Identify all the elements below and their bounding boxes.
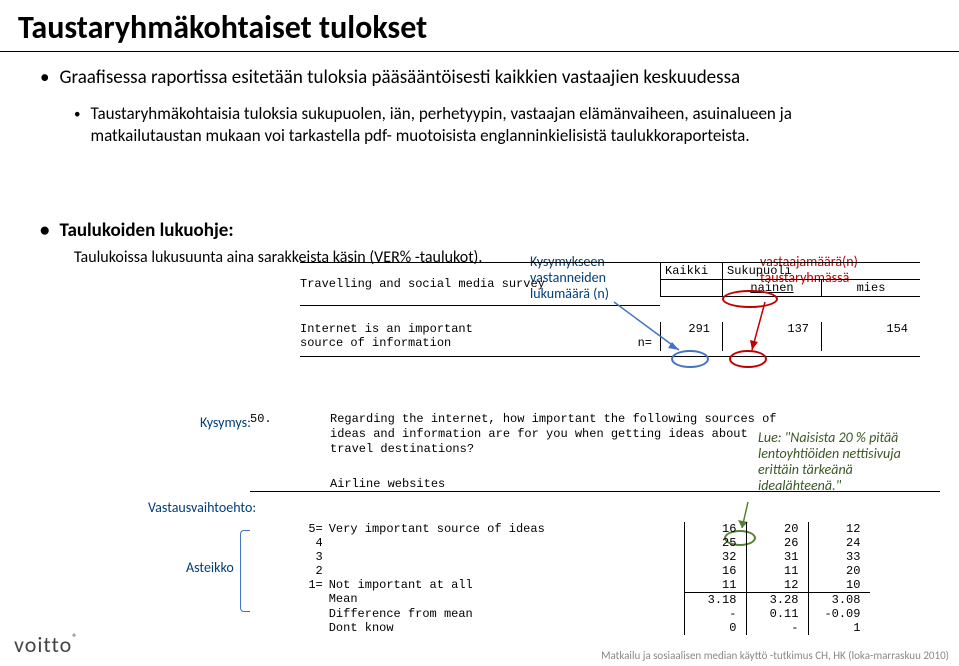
- bullet-sub: • Taustaryhmäkohtaisia tuloksia sukupuol…: [74, 103, 834, 147]
- col-sukupuoli: Sukupuoli: [722, 263, 920, 279]
- bullet-dot: •: [40, 219, 49, 242]
- bullet-dot: •: [40, 66, 49, 89]
- scale-row: 1=Not important at all111210: [250, 578, 940, 592]
- question-text: Regarding the internet, how important th…: [330, 412, 940, 457]
- answer-text: Airline websites: [330, 477, 940, 492]
- col-kaikki: Kaikki: [660, 263, 722, 279]
- survey-title: Travelling and social media survey: [300, 277, 545, 291]
- bullet-lukuohje: • Taulukoiden lukuohje:: [40, 219, 959, 242]
- bullet-main: • Graafisessa raportissa esitetään tulok…: [40, 66, 959, 89]
- scale-row: 3323133: [250, 550, 940, 564]
- arrow-blue-to-291: [614, 302, 674, 350]
- logo-voitto: voitto®: [14, 631, 78, 658]
- n-cell-2: 154: [821, 322, 920, 351]
- question-block: 50. Regarding the internet, how importan…: [250, 412, 940, 492]
- scale-row: 4252624: [250, 536, 940, 550]
- scale-row: Difference from mean-0.11-0.09: [250, 607, 940, 621]
- bullet-lukuohje-text: Taulukoiden lukuohje:: [59, 219, 233, 242]
- col-mies: mies: [821, 280, 920, 296]
- row-label: Internet is an important source of infor…: [300, 322, 473, 350]
- scale-row: Mean3.183.283.08: [250, 592, 940, 607]
- bullet-sub-text: Taustaryhmäkohtaisia tuloksia sukupuolen…: [90, 103, 834, 147]
- anno-asteikko-label: Asteikko: [186, 560, 234, 576]
- anno-kysymys-label: Kysymys:: [200, 415, 251, 431]
- bracket-asteikko: [240, 530, 250, 612]
- col-blank: [660, 280, 722, 296]
- scale-row: 5=Very important source of ideas162012: [250, 522, 940, 536]
- arrow-red-to-137: [760, 302, 770, 350]
- page-title: Taustaryhmäkohtaiset tulokset: [0, 0, 959, 52]
- bullet-dot: •: [74, 107, 80, 124]
- scale-row: Dont know0-1: [250, 621, 940, 635]
- scale-block: 5=Very important source of ideas16201242…: [250, 522, 940, 635]
- scale-row: 2161120: [250, 564, 940, 578]
- anno-vastausvaihtoehto-label: Vastausvaihtoehto:: [148, 500, 256, 516]
- bullet-main-text: Graafisessa raportissa esitetään tuloksi…: [59, 66, 740, 89]
- question-num: 50.: [250, 412, 330, 457]
- footer-text: Matkailu ja sosiaalisen median käyttö -t…: [601, 649, 949, 662]
